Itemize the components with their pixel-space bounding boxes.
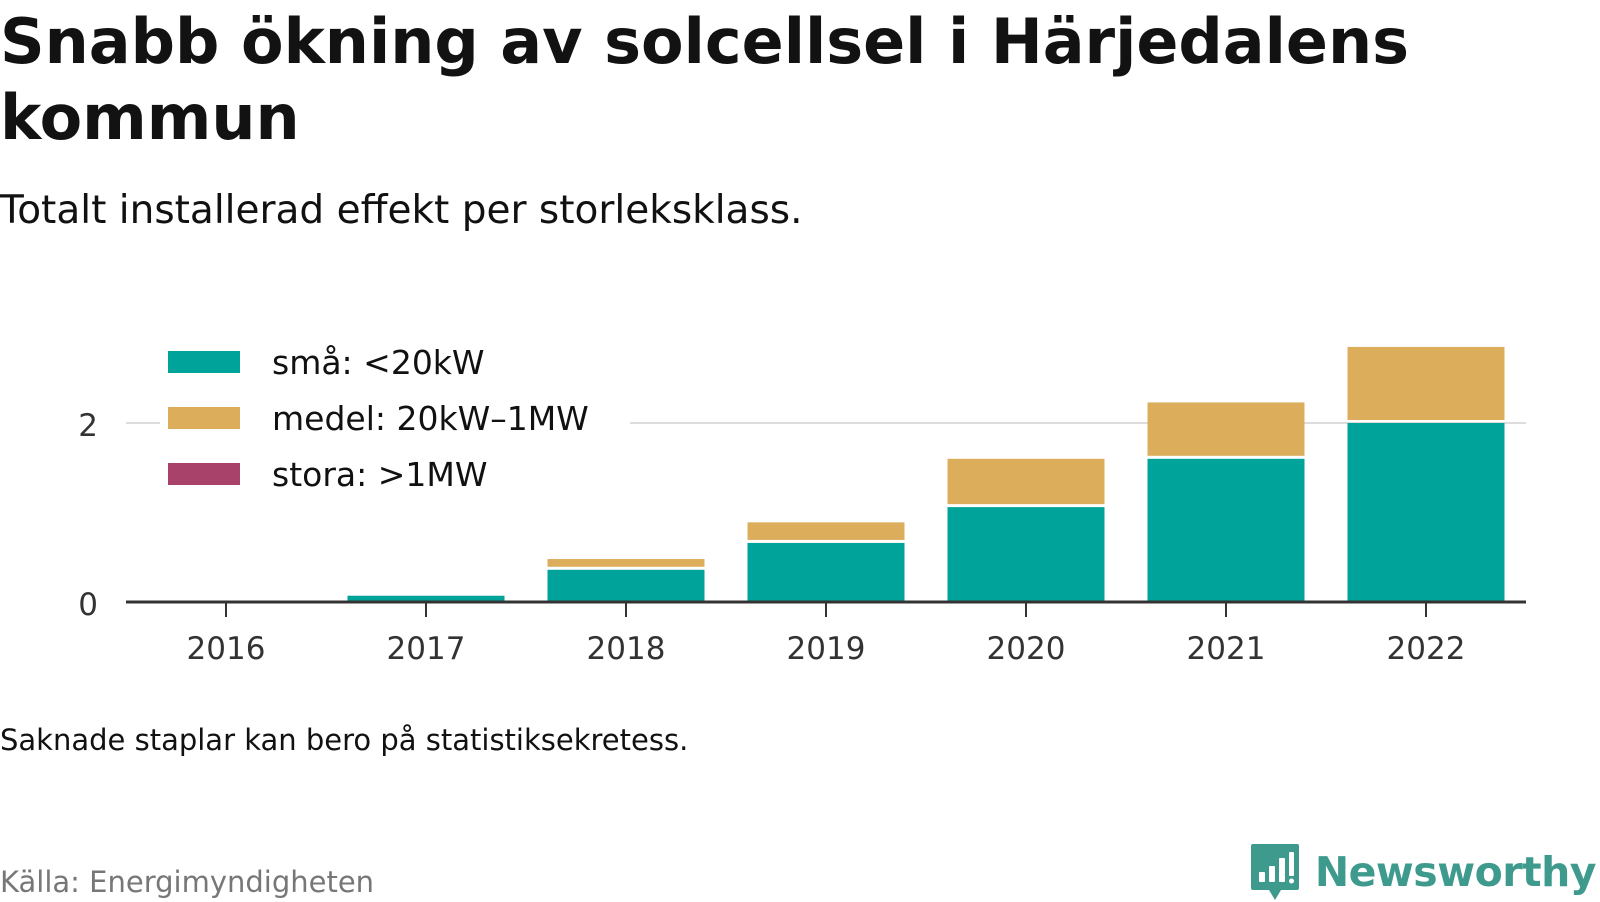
bar-segment xyxy=(1347,346,1505,420)
bar-segment xyxy=(747,542,905,602)
legend-label: stora: >1MW xyxy=(272,455,487,494)
bar-segment xyxy=(1147,458,1305,602)
bar-segment xyxy=(547,559,705,567)
footnote: Saknade staplar kan bero på statistiksek… xyxy=(0,723,689,757)
x-tick-label: 2020 xyxy=(987,631,1066,667)
x-tick-label: 2021 xyxy=(1187,631,1266,667)
x-tick-label: 2019 xyxy=(787,631,866,667)
bar-segment xyxy=(347,595,505,602)
axes: 0 2 2016 2017 2018 2019 2020 2021 2022 xyxy=(78,408,1526,667)
legend-label: små: <20kW xyxy=(272,343,485,382)
legend: små: <20kW medel: 20kW–1MW stora: >1MW xyxy=(160,336,630,506)
stacked-bar-chart: 0 2 2016 2017 2018 2019 2020 2021 2022 små: <20k… xyxy=(78,336,1526,667)
bars xyxy=(347,346,1505,602)
x-tick-label: 2016 xyxy=(187,631,266,667)
brand-name: Newsworthy xyxy=(1314,848,1597,896)
chart-subtitle: Totalt installerad effekt per storlekskl… xyxy=(0,188,803,233)
x-tick-label: 2022 xyxy=(1387,631,1466,667)
legend-swatch xyxy=(168,407,240,429)
brand-logo: Newsworthy xyxy=(1249,842,1597,902)
bar-segment xyxy=(947,458,1105,505)
bar-segment xyxy=(1347,423,1505,602)
legend-swatch xyxy=(168,351,240,373)
legend-label: medel: 20kW–1MW xyxy=(272,399,589,438)
chart-title: Snabb ökning av solcellsel i Härjedalens… xyxy=(0,5,1409,154)
x-tick-label: 2017 xyxy=(387,631,466,667)
legend-swatch xyxy=(168,463,240,485)
bar-segment xyxy=(947,507,1105,602)
bar-segment xyxy=(1147,402,1305,456)
y-tick-label: 0 xyxy=(78,587,98,623)
bar-segment xyxy=(747,522,905,540)
bar-segment xyxy=(547,569,705,602)
y-tick-label: 2 xyxy=(78,408,98,444)
bar-chart-speech-bubble-icon xyxy=(1250,844,1299,900)
source-credit: Källa: Energimyndigheten xyxy=(0,865,375,899)
x-tick-label: 2018 xyxy=(587,631,666,667)
